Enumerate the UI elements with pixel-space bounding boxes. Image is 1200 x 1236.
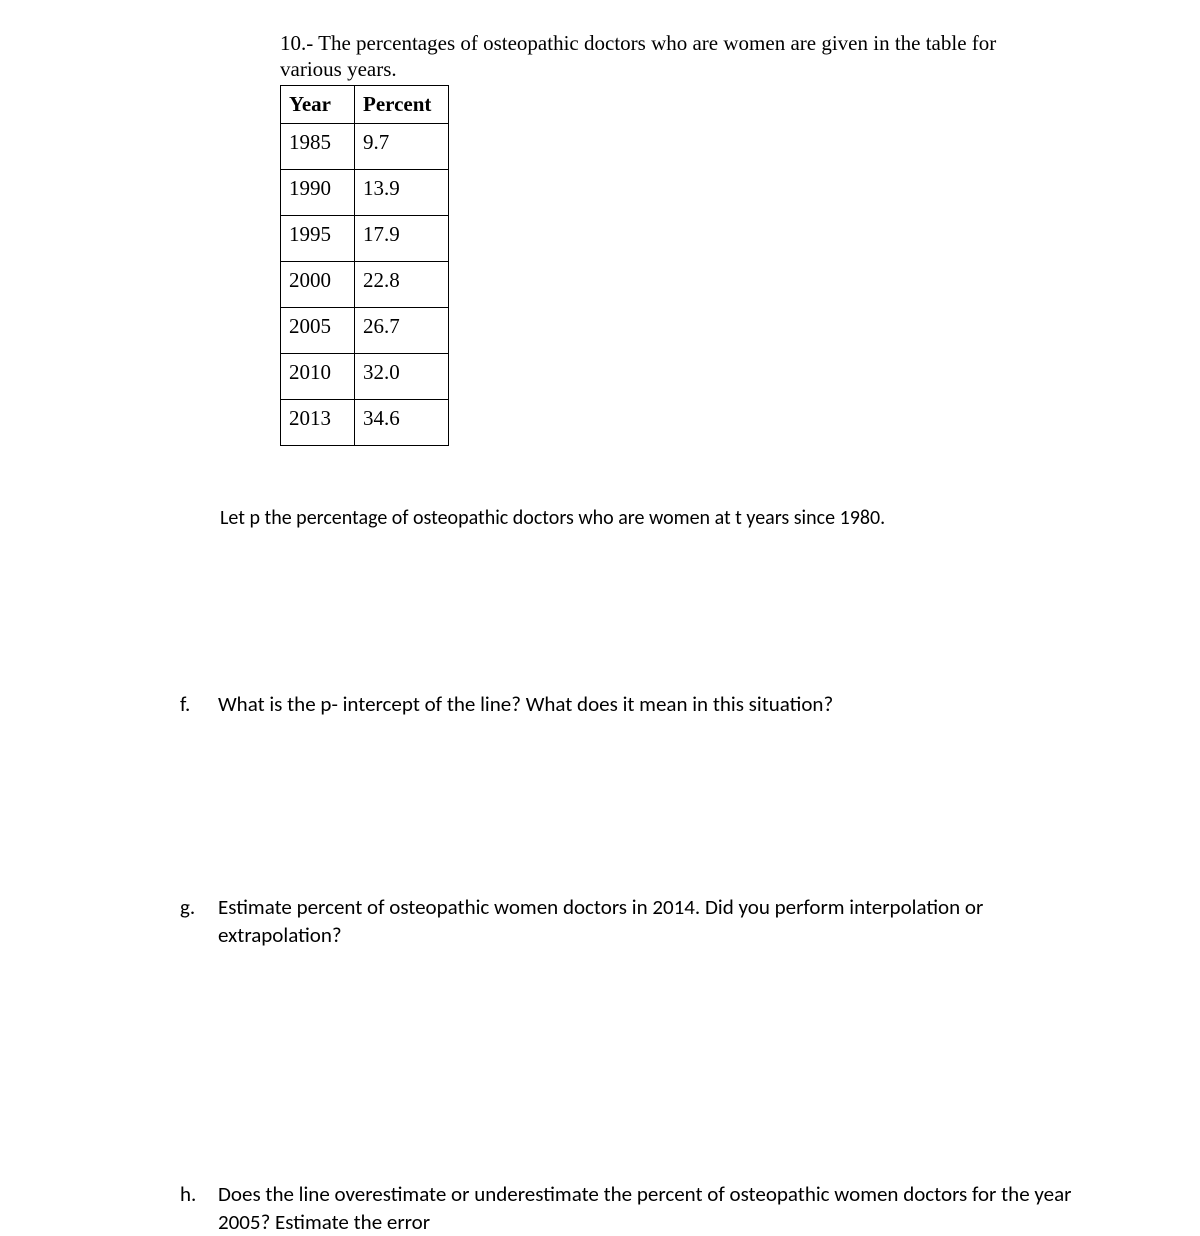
cell-year: 2010 xyxy=(281,353,355,399)
cell-year: 1995 xyxy=(281,215,355,261)
table-row: 2000 22.8 xyxy=(281,261,449,307)
cell-percent: 22.8 xyxy=(355,261,449,307)
question-g: g. Estimate percent of osteopathic women… xyxy=(180,893,1080,950)
problem-intro: 10.- The percentages of osteopathic doct… xyxy=(280,30,1080,83)
table-row: 1995 17.9 xyxy=(281,215,449,261)
spacing xyxy=(180,718,1080,893)
col-header-year: Year xyxy=(281,85,355,123)
questions-block: f. What is the p- intercept of the line?… xyxy=(180,690,1080,1236)
question-letter: h. xyxy=(180,1180,200,1236)
intro-line-2: various years. xyxy=(280,56,1080,82)
cell-percent: 26.7 xyxy=(355,307,449,353)
cell-year: 2000 xyxy=(281,261,355,307)
table-row: 1990 13.9 xyxy=(281,169,449,215)
intro-line-1: 10.- The percentages of osteopathic doct… xyxy=(280,30,1080,56)
cell-percent: 9.7 xyxy=(355,123,449,169)
let-statement: Let p the percentage of osteopathic doct… xyxy=(220,506,1080,530)
table-header-row: Year Percent xyxy=(281,85,449,123)
table-row: 2010 32.0 xyxy=(281,353,449,399)
question-letter: g. xyxy=(180,893,200,950)
cell-year: 2005 xyxy=(281,307,355,353)
col-header-percent: Percent xyxy=(355,85,449,123)
question-letter: f. xyxy=(180,690,200,718)
cell-percent: 17.9 xyxy=(355,215,449,261)
page: 10.- The percentages of osteopathic doct… xyxy=(0,0,1200,1200)
cell-year: 1985 xyxy=(281,123,355,169)
cell-percent: 34.6 xyxy=(355,399,449,445)
question-h: h. Does the line overestimate or underes… xyxy=(180,1180,1080,1236)
question-text: What is the p- intercept of the line? Wh… xyxy=(218,690,1080,718)
question-text: Does the line overestimate or underestim… xyxy=(218,1180,1080,1236)
data-table: Year Percent 1985 9.7 1990 13.9 1995 17.… xyxy=(280,85,449,446)
cell-year: 1990 xyxy=(281,169,355,215)
cell-percent: 13.9 xyxy=(355,169,449,215)
table-row: 1985 9.7 xyxy=(281,123,449,169)
cell-year: 2013 xyxy=(281,399,355,445)
cell-percent: 32.0 xyxy=(355,353,449,399)
table-row: 2005 26.7 xyxy=(281,307,449,353)
spacing xyxy=(180,950,1080,1180)
question-f: f. What is the p- intercept of the line?… xyxy=(180,690,1080,718)
table-row: 2013 34.6 xyxy=(281,399,449,445)
question-text: Estimate percent of osteopathic women do… xyxy=(218,893,1080,950)
